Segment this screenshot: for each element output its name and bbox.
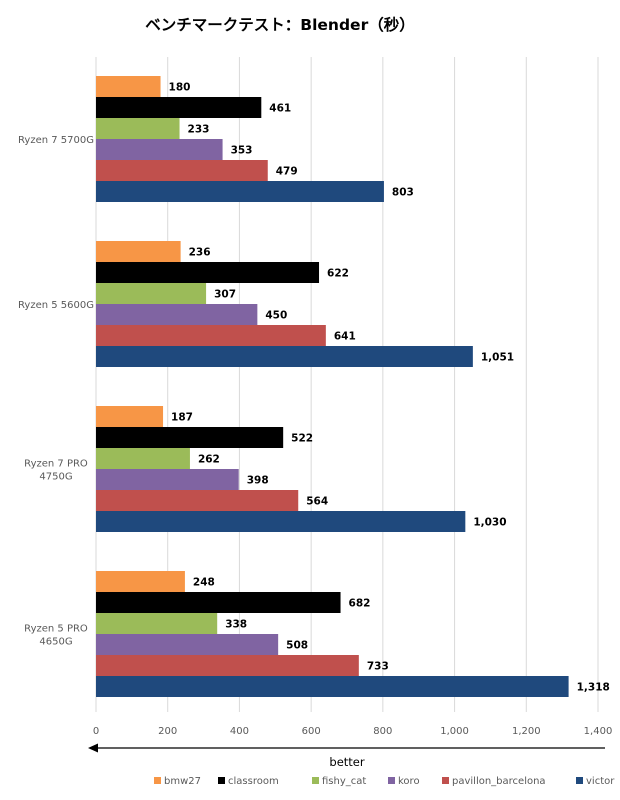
legend-item-classroom: classroom xyxy=(218,776,279,787)
value-axis: 0 200 400 600 800 1,000 1,200 1,400 xyxy=(93,726,613,737)
bar-classroom xyxy=(96,592,341,613)
legend-label: fishy_cat xyxy=(322,776,366,787)
legend-label: pavillon_barcelona xyxy=(452,776,546,787)
bar-koro xyxy=(96,139,223,160)
category-axis: Ryzen 7 5700G Ryzen 5 5600G Ryzen 7 PRO 475… xyxy=(18,135,94,648)
category-label: 4650G xyxy=(39,637,72,648)
x-tick-label: 1,000 xyxy=(440,726,469,737)
bar-pavillon_barcelona xyxy=(96,655,359,676)
data-label: 398 xyxy=(247,475,269,487)
legend: bmw27 classroom fishy_cat koro pavillon_barc… xyxy=(154,776,615,787)
bar-bmw27 xyxy=(96,571,185,592)
better-arrow: better xyxy=(88,743,605,769)
bar-bmw27 xyxy=(96,76,161,97)
arrow-left-icon xyxy=(88,743,98,753)
data-label: 641 xyxy=(334,331,356,343)
data-label: 1,030 xyxy=(473,517,506,529)
x-tick-label: 400 xyxy=(230,726,249,737)
data-label: 307 xyxy=(214,289,236,301)
bar-fishy_cat xyxy=(96,448,190,469)
category-label: Ryzen 7 5700G xyxy=(18,135,94,146)
data-label: 450 xyxy=(265,310,287,322)
bar-koro xyxy=(96,634,279,655)
data-label: 803 xyxy=(392,187,414,199)
data-label: 522 xyxy=(291,433,313,445)
bar-pavillon_barcelona xyxy=(96,325,326,346)
x-tick-label: 600 xyxy=(302,726,321,737)
data-label: 353 xyxy=(231,145,253,157)
bar-fishy_cat xyxy=(96,118,180,139)
data-label: 508 xyxy=(286,640,308,652)
legend-swatch xyxy=(154,777,161,784)
x-axis-label: better xyxy=(329,755,364,769)
data-label: 733 xyxy=(367,661,389,673)
bar-koro xyxy=(96,304,258,325)
legend-item-pavillon_barcelona: pavillon_barcelona xyxy=(442,776,546,787)
data-label: 622 xyxy=(327,268,349,280)
category-label: Ryzen 5 PRO xyxy=(24,624,88,635)
bar-fishy_cat xyxy=(96,613,218,634)
legend-item-bmw27: bmw27 xyxy=(154,776,201,787)
legend-swatch xyxy=(388,777,395,784)
bar-classroom xyxy=(96,427,284,448)
x-tick-label: 1,400 xyxy=(584,726,613,737)
data-labels: 180 461 233 353 479 803 236 622 307 450 641 1,051 18… xyxy=(169,82,610,694)
bar-victor xyxy=(96,676,569,697)
legend-label: classroom xyxy=(228,776,279,787)
bars xyxy=(96,76,569,697)
bar-koro xyxy=(96,469,239,490)
category-label: 4750G xyxy=(39,472,72,483)
data-label: 180 xyxy=(169,82,191,94)
data-label: 248 xyxy=(193,577,215,589)
bar-victor xyxy=(96,346,473,367)
legend-item-fishy_cat: fishy_cat xyxy=(312,776,366,787)
chart-title: ベンチマークテスト：Blender（秒） xyxy=(145,15,414,34)
x-tick-label: 200 xyxy=(158,726,177,737)
legend-swatch xyxy=(218,777,225,784)
legend-swatch xyxy=(442,777,449,784)
bar-pavillon_barcelona xyxy=(96,160,268,181)
x-tick-label: 800 xyxy=(373,726,392,737)
data-label: 479 xyxy=(276,166,298,178)
data-label: 1,051 xyxy=(481,352,514,364)
bar-pavillon_barcelona xyxy=(96,490,299,511)
legend-swatch xyxy=(576,777,583,784)
x-tick-label: 1,200 xyxy=(512,726,541,737)
legend-label: bmw27 xyxy=(164,776,201,787)
legend-item-koro: koro xyxy=(388,776,420,787)
x-tick-label: 0 xyxy=(93,726,99,737)
data-label: 236 xyxy=(189,247,211,259)
data-label: 338 xyxy=(225,619,247,631)
data-label: 187 xyxy=(171,412,193,424)
data-label: 233 xyxy=(188,124,210,136)
category-label: Ryzen 7 PRO xyxy=(24,459,88,470)
bar-bmw27 xyxy=(96,241,181,262)
data-label: 262 xyxy=(198,454,220,466)
bar-classroom xyxy=(96,262,320,283)
bar-fishy_cat xyxy=(96,283,207,304)
bar-bmw27 xyxy=(96,406,164,427)
data-label: 461 xyxy=(269,103,291,115)
legend-swatch xyxy=(312,777,319,784)
bar-victor xyxy=(96,181,384,202)
bar-classroom xyxy=(96,97,262,118)
data-label: 564 xyxy=(306,496,328,508)
category-label: Ryzen 5 5600G xyxy=(18,300,94,311)
bar-victor xyxy=(96,511,466,532)
legend-item-victor: victor xyxy=(576,776,615,787)
legend-label: victor xyxy=(586,776,615,787)
legend-label: koro xyxy=(398,776,420,787)
data-label: 682 xyxy=(349,598,371,610)
data-label: 1,318 xyxy=(577,682,610,694)
